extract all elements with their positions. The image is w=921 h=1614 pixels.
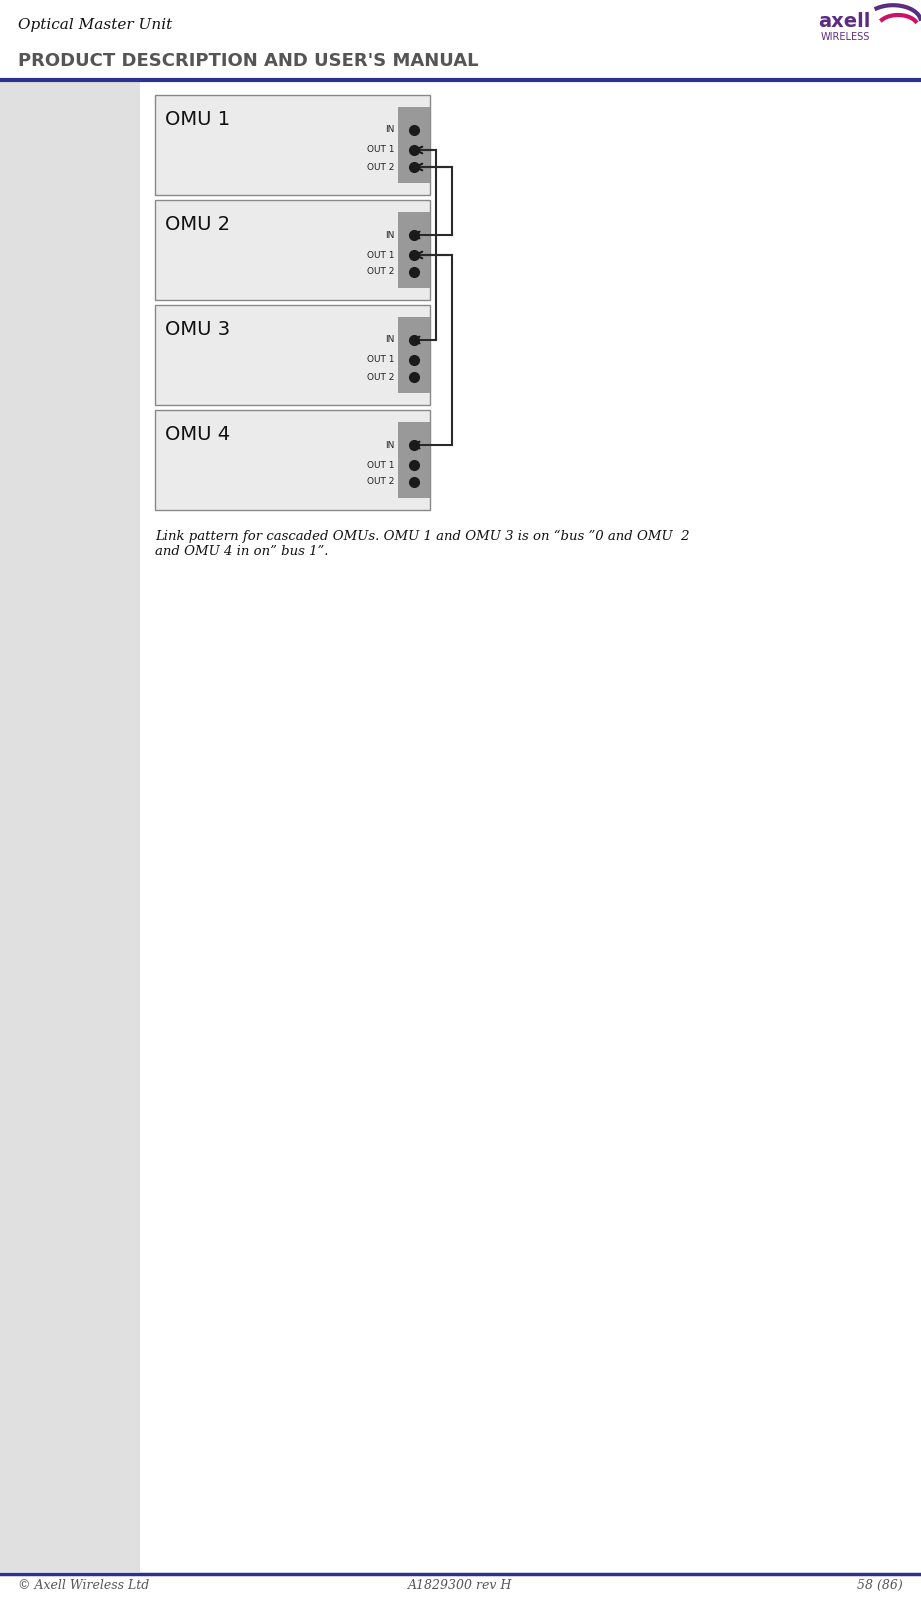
Text: OMU 4: OMU 4 [165,424,230,444]
Text: OUT 2: OUT 2 [367,163,394,171]
Text: WIRELESS: WIRELESS [821,32,870,42]
Text: © Axell Wireless Ltd: © Axell Wireless Ltd [18,1578,149,1591]
Text: IN: IN [385,441,394,450]
Text: OUT 1: OUT 1 [367,250,394,260]
Text: OMU 1: OMU 1 [165,110,230,129]
Bar [398,316,430,392]
Text: IN: IN [385,231,394,239]
Text: axell: axell [818,11,870,31]
Bar [155,410,430,510]
Text: OMU 3: OMU 3 [165,320,230,339]
Text: A1829300 rev H: A1829300 rev H [408,1578,512,1591]
Bar [155,200,430,300]
Text: OMU 2: OMU 2 [165,215,230,234]
Text: IN: IN [385,336,394,344]
Text: Optical Master Unit: Optical Master Unit [18,18,172,32]
Bar [398,107,430,182]
Text: OUT 2: OUT 2 [367,478,394,486]
Text: IN: IN [385,126,394,134]
Bar [398,211,430,287]
Text: PRODUCT DESCRIPTION AND USER'S MANUAL: PRODUCT DESCRIPTION AND USER'S MANUAL [18,52,479,69]
Text: Link pattern for cascaded OMUs. OMU 1 and OMU 3 is on “bus ”0 and OMU  2
and OMU: Link pattern for cascaded OMUs. OMU 1 an… [155,529,690,558]
Text: OUT 2: OUT 2 [367,268,394,276]
Text: OUT 1: OUT 1 [367,460,394,470]
Text: OUT 2: OUT 2 [367,373,394,381]
Bar [0,81,140,1572]
Bar [155,95,430,195]
Bar [155,305,430,405]
Text: OUT 1: OUT 1 [367,145,394,155]
Text: OUT 1: OUT 1 [367,355,394,365]
Bar [398,421,430,499]
Text: 58 (86): 58 (86) [857,1578,903,1591]
